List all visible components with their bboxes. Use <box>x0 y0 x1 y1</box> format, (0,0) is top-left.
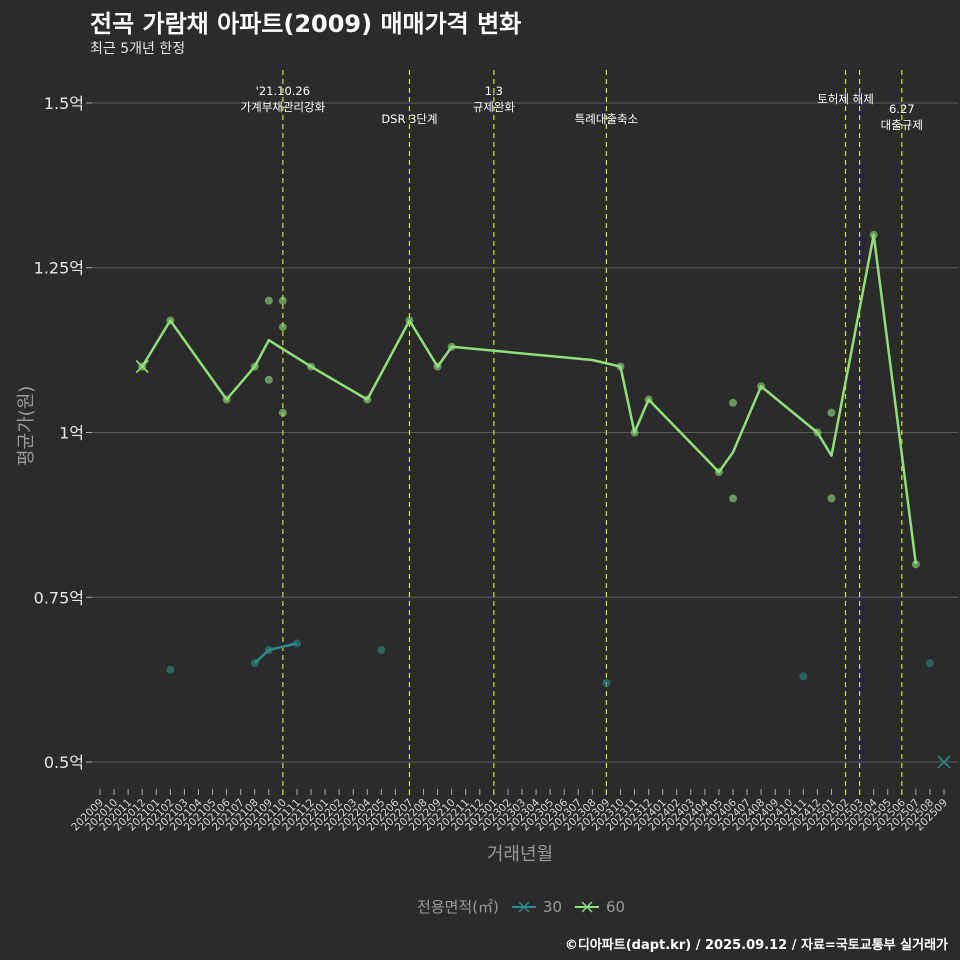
data-point-30 <box>264 646 273 654</box>
chart-title: 전곡 가람채 아파트(2009) 매매가격 변화 <box>90 10 522 38</box>
data-point-60 <box>911 560 920 569</box>
data-point-60 <box>307 362 315 371</box>
data-point-30 <box>292 639 301 648</box>
data-point-60 <box>813 428 822 437</box>
y-tick-label: 0.5억 <box>44 753 84 772</box>
data-point-60 <box>827 408 836 417</box>
y-tick-label: 1.5억 <box>44 94 84 113</box>
data-point-60 <box>729 398 737 407</box>
y-tick-label: 1.25억 <box>34 259 84 278</box>
series-line-60 <box>141 233 918 565</box>
event-label: 가계부채관리강화 <box>241 100 326 114</box>
x-axis-ticks: 2020092020102020112020122021012021022021… <box>69 789 950 833</box>
event-label: '21.10.26 <box>256 84 310 98</box>
source-caption: ©디아파트(dapt.kr) / 2025.09.12 / 자료=국토교통부 실… <box>564 938 948 953</box>
data-point-30 <box>250 659 259 668</box>
data-point-60 <box>278 408 287 417</box>
data-point-60 <box>644 395 653 404</box>
event-label: 규제완화 <box>473 100 516 114</box>
data-point-60 <box>714 468 723 477</box>
data-point-60 <box>264 296 273 305</box>
data-point-30 <box>602 678 611 687</box>
series-lines <box>141 233 918 665</box>
event-label: DSR 3단계 <box>381 112 437 126</box>
data-point-30 <box>377 646 386 654</box>
data-point-60 <box>264 375 273 384</box>
data-point-60 <box>827 494 836 503</box>
legend-swatch-30-icon <box>511 900 536 913</box>
data-point-60 <box>405 316 414 325</box>
series-line-30 <box>253 642 298 665</box>
data-point-30 <box>925 659 934 668</box>
data-point-60 <box>616 362 625 371</box>
event-label: 1.3 <box>485 84 503 98</box>
data-point-60 <box>630 428 639 437</box>
data-point-60 <box>729 494 737 503</box>
y-axis-ticks: 0.5억 0.75억 1억 1.25억 1.5억 <box>34 94 92 772</box>
data-point-60 <box>447 342 456 351</box>
legend-title: 전용면적(㎡) <box>417 898 499 916</box>
y-tick-label: 0.75억 <box>34 588 84 607</box>
legend-label-30: 30 <box>542 897 562 916</box>
single-trade-marker-30 <box>937 755 951 769</box>
data-point-60 <box>278 323 287 332</box>
data-point-60 <box>222 395 231 404</box>
legend-item-30: 30 <box>511 898 562 916</box>
series-points <box>135 230 951 769</box>
legend: 전용면적(㎡) 30 60 <box>417 896 625 917</box>
data-point-60 <box>757 382 766 391</box>
legend-item-60: 60 <box>574 898 625 916</box>
y-tick-label: 1억 <box>59 424 84 443</box>
legend-label-60: 60 <box>606 897 626 916</box>
event-label: 토허제 해제 <box>817 92 874 106</box>
data-point-60 <box>166 316 175 325</box>
data-point-60 <box>363 395 372 404</box>
data-point-60 <box>433 362 442 371</box>
event-label: 대출규제 <box>881 118 923 132</box>
chart-subtitle: 최근 5개년 한정 <box>90 41 186 57</box>
event-label: 6.27 <box>889 102 915 116</box>
y-axis-label: 평균가(원) <box>16 385 37 466</box>
data-point-30 <box>166 665 175 674</box>
legend-swatch-60-icon <box>575 900 599 913</box>
single-trade-marker-60 <box>135 360 149 374</box>
data-point-60 <box>250 362 259 371</box>
data-point-60 <box>869 230 878 239</box>
data-point-30 <box>799 672 808 681</box>
x-axis-label: 거래년월 <box>486 844 554 865</box>
grid-lines <box>92 102 958 763</box>
event-label: 특례대출축소 <box>575 112 638 126</box>
data-point-60 <box>278 296 287 305</box>
